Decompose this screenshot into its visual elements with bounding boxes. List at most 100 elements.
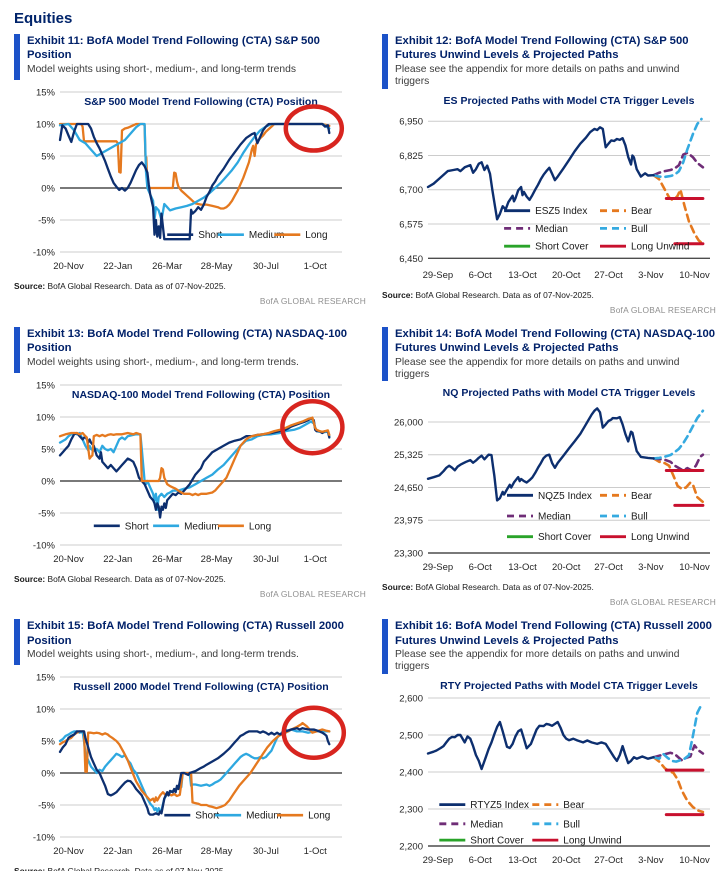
- bofa-footer: BofA GLOBAL RESEARCH: [259, 296, 366, 306]
- svg-text:5%: 5%: [41, 737, 55, 748]
- accent-bar: [382, 326, 388, 382]
- svg-text:Bear: Bear: [631, 491, 653, 502]
- exhibit-12-header: Exhibit 12: BofA Model Trend Following (…: [382, 34, 716, 89]
- svg-text:10%: 10%: [36, 705, 56, 716]
- svg-text:13-Oct: 13-Oct: [508, 562, 537, 573]
- svg-text:RTYZ5 Index: RTYZ5 Index: [470, 800, 529, 811]
- svg-text:22-Jan: 22-Jan: [103, 261, 132, 272]
- exhibit-16-card: Exhibit 16: BofA Model Trend Following (…: [382, 619, 716, 871]
- exhibit-11-card: Exhibit 11: BofA Model Trend Following (…: [14, 34, 366, 315]
- svg-text:30-Jul: 30-Jul: [253, 846, 279, 857]
- bofa-footer: BofA GLOBAL RESEARCH: [609, 304, 716, 315]
- svg-text:0%: 0%: [41, 769, 55, 780]
- svg-text:Short: Short: [125, 521, 149, 532]
- exhibit-title: Exhibit 13: BofA Model Trend Following (…: [27, 327, 348, 355]
- svg-text:NQ Projected Paths with Model: NQ Projected Paths with Model CTA Trigge…: [443, 387, 696, 399]
- exhibit-title: Exhibit 16: BofA Model Trend Following (…: [395, 620, 712, 647]
- svg-text:0%: 0%: [41, 184, 55, 195]
- accent-bar: [382, 34, 388, 89]
- svg-text:27-Oct: 27-Oct: [594, 562, 623, 573]
- svg-text:-5%: -5%: [38, 801, 55, 812]
- svg-text:2,400: 2,400: [399, 767, 423, 778]
- rty-projected-paths-chart: 2,600 2,500 2,400 2,300 2,200 29-Sep 6-Oct 13-O…: [382, 676, 716, 871]
- source-label: Source:: [382, 582, 414, 593]
- source-text: BofA Global Research. Data as of 07-Nov-…: [45, 866, 226, 871]
- exhibit-title: Exhibit 14: BofA Model Trend Following (…: [395, 327, 716, 355]
- svg-text:Long: Long: [249, 521, 271, 532]
- source-text: BofA Global Research. Data as of 07-Nov-…: [45, 281, 226, 291]
- svg-text:6,700: 6,700: [399, 185, 423, 196]
- svg-text:1-Oct: 1-Oct: [304, 846, 328, 857]
- svg-text:28-May: 28-May: [201, 554, 233, 565]
- svg-text:27-Oct: 27-Oct: [594, 855, 623, 866]
- svg-text:Long Unwind: Long Unwind: [631, 532, 689, 543]
- svg-text:10%: 10%: [36, 120, 56, 131]
- exhibit-subtitle: Please see the appendix for more details…: [395, 63, 680, 88]
- svg-text:6,950: 6,950: [399, 116, 423, 127]
- svg-text:6,450: 6,450: [399, 253, 423, 264]
- svg-text:28-May: 28-May: [201, 261, 233, 272]
- source-text: BofA Global Research. Data as of 07-Nov-…: [413, 289, 594, 300]
- source-label: Source:: [382, 289, 414, 300]
- svg-text:Medium: Medium: [249, 230, 285, 241]
- svg-text:Medium: Medium: [246, 811, 282, 822]
- source-line: Source: BofA Global Research. Data as of…: [14, 574, 366, 584]
- svg-text:2,300: 2,300: [399, 804, 423, 815]
- svg-text:Long: Long: [305, 230, 327, 241]
- svg-text:28-May: 28-May: [201, 846, 233, 857]
- svg-text:13-Oct: 13-Oct: [508, 270, 537, 281]
- svg-text:10-Nov: 10-Nov: [679, 562, 710, 573]
- svg-text:20-Nov: 20-Nov: [53, 261, 84, 272]
- svg-text:Bull: Bull: [631, 512, 648, 523]
- bofa-footer: BofA GLOBAL RESEARCH: [259, 588, 366, 599]
- svg-text:23,300: 23,300: [394, 549, 423, 560]
- es-projected-paths-chart: 6,950 6,825 6,700 6,575 6,450 29-Sep 6-Oct 13-O…: [382, 91, 716, 287]
- svg-text:25,325: 25,325: [394, 450, 423, 461]
- svg-text:6-Oct: 6-Oct: [469, 855, 493, 866]
- svg-text:3-Nov: 3-Nov: [638, 270, 664, 281]
- svg-text:30-Jul: 30-Jul: [253, 261, 279, 272]
- svg-text:5%: 5%: [41, 152, 55, 163]
- svg-text:6-Oct: 6-Oct: [469, 562, 493, 573]
- source-line: Source: BofA Global Research. Data as of…: [14, 866, 366, 871]
- exhibit-11-header: Exhibit 11: BofA Model Trend Following (…: [14, 34, 366, 80]
- svg-text:15%: 15%: [36, 380, 56, 391]
- exhibit-subtitle: Please see the appendix for more details…: [395, 649, 680, 673]
- svg-text:29-Sep: 29-Sep: [423, 562, 454, 573]
- exhibit-15-header: Exhibit 15: BofA Model Trend Following (…: [14, 619, 366, 666]
- svg-text:-5%: -5%: [38, 216, 55, 227]
- svg-text:6,825: 6,825: [399, 151, 423, 162]
- exhibit-12-card: Exhibit 12: BofA Model Trend Following (…: [382, 34, 716, 315]
- svg-text:20-Nov: 20-Nov: [53, 846, 84, 857]
- svg-text:3-Nov: 3-Nov: [638, 562, 664, 573]
- svg-text:NASDAQ-100 Model Trend Followi: NASDAQ-100 Model Trend Following (CTA) P…: [72, 389, 330, 401]
- accent-bar: [14, 34, 20, 80]
- exhibit-grid: Exhibit 11: BofA Model Trend Following (…: [14, 34, 716, 871]
- svg-text:Medium: Medium: [184, 521, 220, 532]
- svg-text:Short Cover: Short Cover: [535, 241, 589, 252]
- exhibit-title: Exhibit 11: BofA Model Trend Following (…: [27, 35, 320, 62]
- svg-text:Long: Long: [308, 811, 330, 822]
- svg-text:22-Jan: 22-Jan: [103, 846, 132, 857]
- exhibit-14-header: Exhibit 14: BofA Model Trend Following (…: [382, 326, 716, 382]
- svg-text:-10%: -10%: [33, 833, 56, 844]
- svg-text:Short: Short: [198, 230, 222, 241]
- svg-text:22-Jan: 22-Jan: [103, 554, 132, 565]
- source-line: Source: BofA Global Research. Data as of…: [382, 290, 716, 300]
- svg-text:2,500: 2,500: [399, 730, 423, 741]
- svg-text:RTY Projected Paths with Model: RTY Projected Paths with Model CTA Trigg…: [440, 680, 698, 692]
- svg-text:Long Unwind: Long Unwind: [563, 835, 621, 846]
- svg-text:Bull: Bull: [631, 223, 648, 234]
- svg-text:6,575: 6,575: [399, 219, 423, 230]
- svg-text:Median: Median: [470, 819, 503, 830]
- svg-text:NQZ5 Index: NQZ5 Index: [538, 491, 592, 502]
- svg-text:S&P 500 Model Trend Following: S&P 500 Model Trend Following (CTA) Posi…: [84, 96, 318, 108]
- exhibit-title: Exhibit 15: BofA Model Trend Following (…: [27, 620, 344, 647]
- russell-position-chart: 15% 10% 5% 0% -5% -10% 20-Nov 22-Jan 26-Mar 28-Ma…: [14, 667, 366, 863]
- svg-text:26,000: 26,000: [394, 418, 423, 429]
- svg-text:Short: Short: [195, 811, 219, 822]
- svg-text:Bear: Bear: [563, 800, 585, 811]
